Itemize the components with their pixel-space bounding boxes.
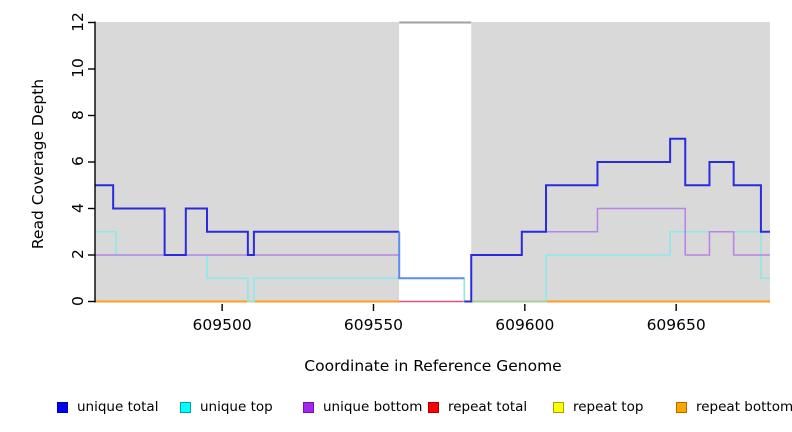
legend-label: unique bottom xyxy=(323,399,423,415)
y-tick-label: 6 xyxy=(69,156,87,166)
legend-swatch-icon xyxy=(57,401,68,413)
series-line-unique-total-right- xyxy=(464,137,770,303)
legend-item-repeat-top: repeat top xyxy=(553,396,643,418)
y-tick-label: 2 xyxy=(69,249,87,259)
legend-label: repeat bottom xyxy=(696,399,792,415)
legend-label: repeat total xyxy=(448,399,528,415)
y-tick-label: 4 xyxy=(69,202,87,213)
legend-item-unique-top: unique top xyxy=(180,396,273,418)
background-region-unshaded-gap xyxy=(399,22,472,302)
legend-swatch-icon xyxy=(180,401,191,413)
legend-label: repeat top xyxy=(573,399,644,415)
background-region-shaded-left xyxy=(95,22,400,302)
x-tick-label: 609500 xyxy=(192,316,252,334)
y-tick-label: 12 xyxy=(69,11,87,32)
y-axis-title: Read Coverage Depth xyxy=(29,78,47,250)
legend-item-unique-total: unique total xyxy=(57,396,158,418)
legend-swatch-icon xyxy=(303,401,314,413)
plot-legend: unique total unique top unique bottom repea… xyxy=(0,396,792,422)
x-axis-title: Coordinate in Reference Genome xyxy=(304,357,562,375)
legend-item-repeat-bottom: repeat bottom xyxy=(676,396,792,418)
x-tick-label: 609600 xyxy=(495,316,555,334)
legend-swatch-icon xyxy=(676,401,687,413)
legend-item-repeat-total: repeat total xyxy=(428,396,527,418)
x-tick-label: 609650 xyxy=(646,316,706,334)
legend-swatch-icon xyxy=(553,401,564,413)
y-tick-label: 0 xyxy=(69,295,87,306)
y-tick-label: 10 xyxy=(69,58,87,78)
legend-item-unique-bottom: unique bottom xyxy=(303,396,422,418)
series-line-unique-total xyxy=(95,184,400,256)
x-tick-label: 609550 xyxy=(343,316,404,334)
legend-swatch-icon xyxy=(428,401,439,413)
y-tick-label: 8 xyxy=(69,109,87,120)
legend-label: unique total xyxy=(77,399,159,415)
legend-label: unique top xyxy=(200,399,273,415)
series-line-unique-total-gap-region-overlap-with-unique-top- xyxy=(398,231,465,280)
